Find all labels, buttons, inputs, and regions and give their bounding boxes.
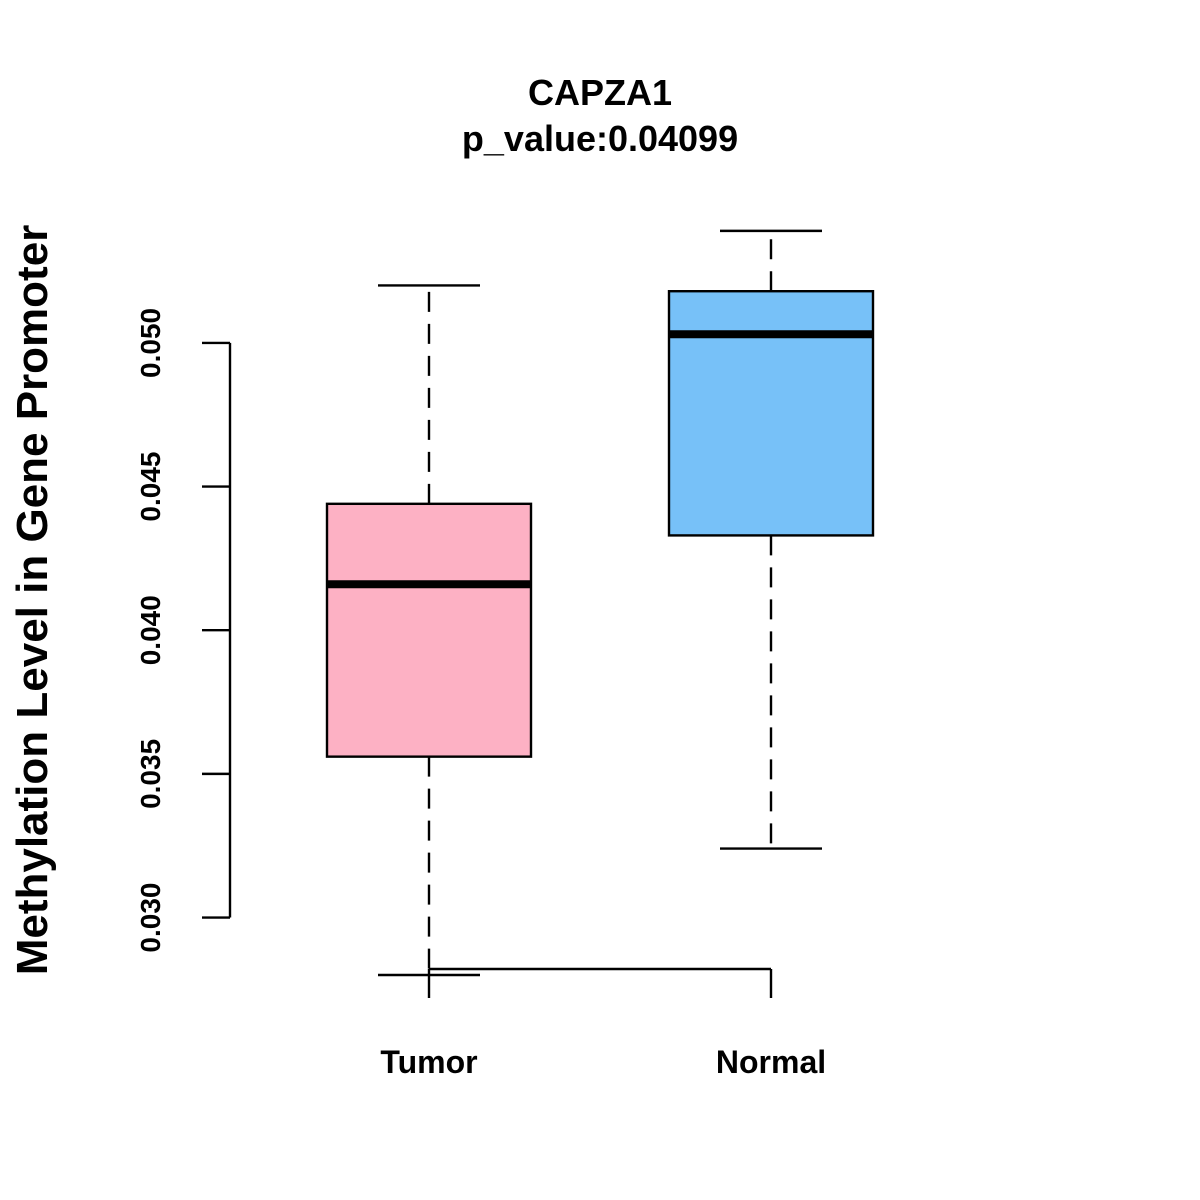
chart-title: CAPZA1 xyxy=(528,72,672,113)
chart-subtitle: p_value:0.04099 xyxy=(462,118,738,159)
box-iqr xyxy=(667,290,875,537)
x-axis: Tumor Normal xyxy=(380,967,826,1080)
y-tick-label: 0.045 xyxy=(135,452,166,522)
x-tick-label-normal: Normal xyxy=(716,1044,826,1080)
y-tick-label: 0.030 xyxy=(135,882,166,952)
y-tick-label: 0.050 xyxy=(135,308,166,378)
y-tick-label: 0.040 xyxy=(135,595,166,665)
box-normal xyxy=(667,229,875,850)
box-iqr xyxy=(325,502,533,758)
boxes-layer xyxy=(325,229,875,977)
y-axis-label: Methylation Level in Gene Promoter xyxy=(8,225,57,976)
box-tumor xyxy=(325,284,533,977)
y-axis: 0.030 0.035 0.040 0.045 0.050 xyxy=(135,308,232,953)
x-tick-label-tumor: Tumor xyxy=(380,1044,477,1080)
y-tick-label: 0.035 xyxy=(135,739,166,809)
